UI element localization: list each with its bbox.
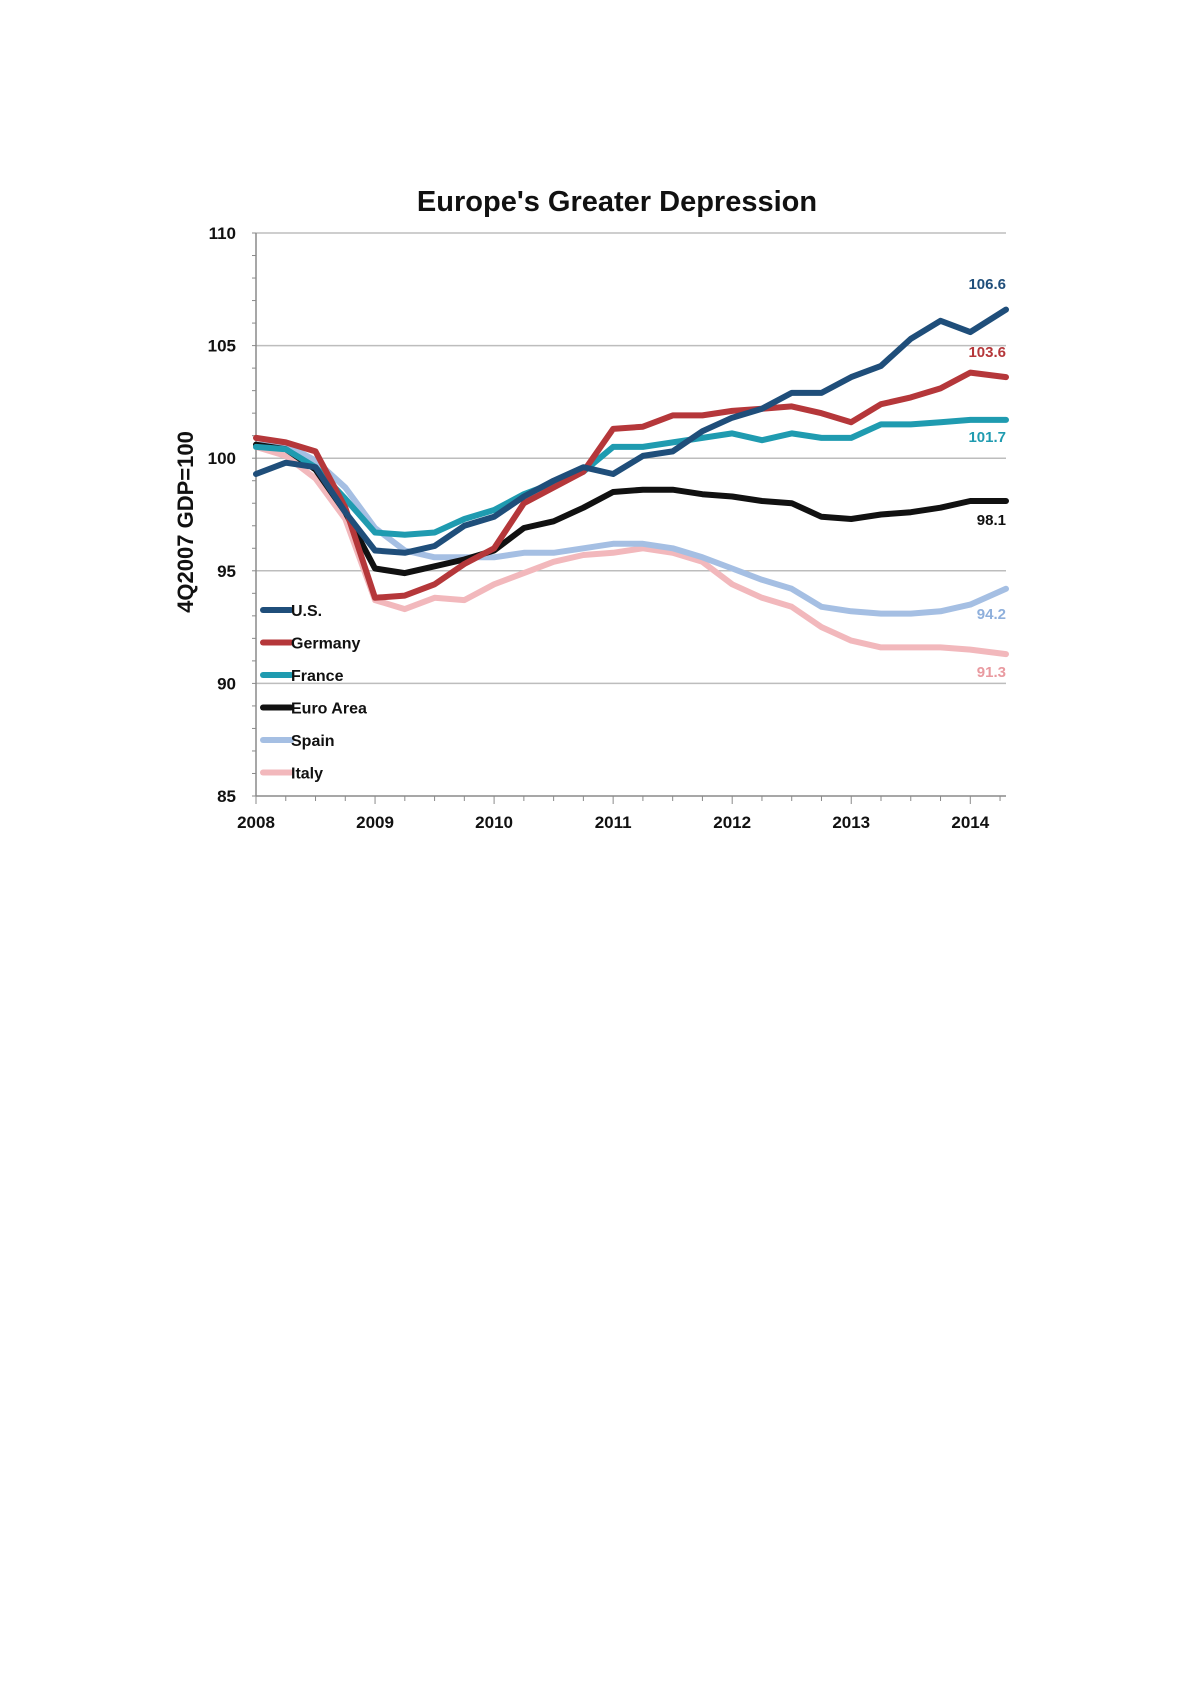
series-line-france [253,416,1009,538]
legend-label: U.S. [291,603,322,620]
x-tick-label: 2010 [475,813,513,832]
y-tick-labels: 85 90 95 100 105 110 [208,224,236,806]
end-label: 103.6 [968,344,1006,361]
y-tick-label: 95 [217,562,236,581]
legend-label: France [291,668,344,685]
series-line-germany [253,369,1009,601]
legend-label: Euro Area [291,701,367,718]
legend: U.S. Germany France Euro Area Spain Italy [260,603,367,783]
series-line-u-s- [253,306,1009,556]
y-tick-label: 85 [217,787,236,806]
x-tick-label: 2013 [832,813,870,832]
end-label: 98.1 [977,512,1006,529]
end-labels: 106.6 103.6 101.7 98.1 94.2 91.3 [968,276,1006,681]
legend-label: Italy [291,766,323,783]
x-tick-label: 2012 [713,813,751,832]
y-axis-label: 4Q2007 GDP=100 [173,431,198,613]
x-tick-label: 2009 [356,813,394,832]
x-tick-label: 2008 [237,813,275,832]
x-tick-label: 2014 [951,813,989,832]
y-tick-label: 105 [208,337,236,356]
end-label: 91.3 [977,664,1006,681]
series-line-italy [253,443,1009,658]
y-tick-label: 110 [209,224,236,243]
y-tick-label: 100 [208,449,236,468]
y-tick-label: 90 [217,674,236,693]
legend-label: Spain [291,733,335,750]
end-label: 101.7 [968,429,1006,446]
legend-label: Germany [291,636,360,653]
series-lines [253,306,1009,658]
end-label: 106.6 [968,276,1006,293]
x-tick-labels: 2008 2009 2010 2011 2012 2013 2014 [237,813,990,832]
axes [252,232,1006,804]
chart-title: Europe's Greater Depression [417,186,817,218]
end-label: 94.2 [977,606,1006,623]
series-line-euro-area [253,441,1009,577]
x-tick-label: 2011 [595,813,632,832]
